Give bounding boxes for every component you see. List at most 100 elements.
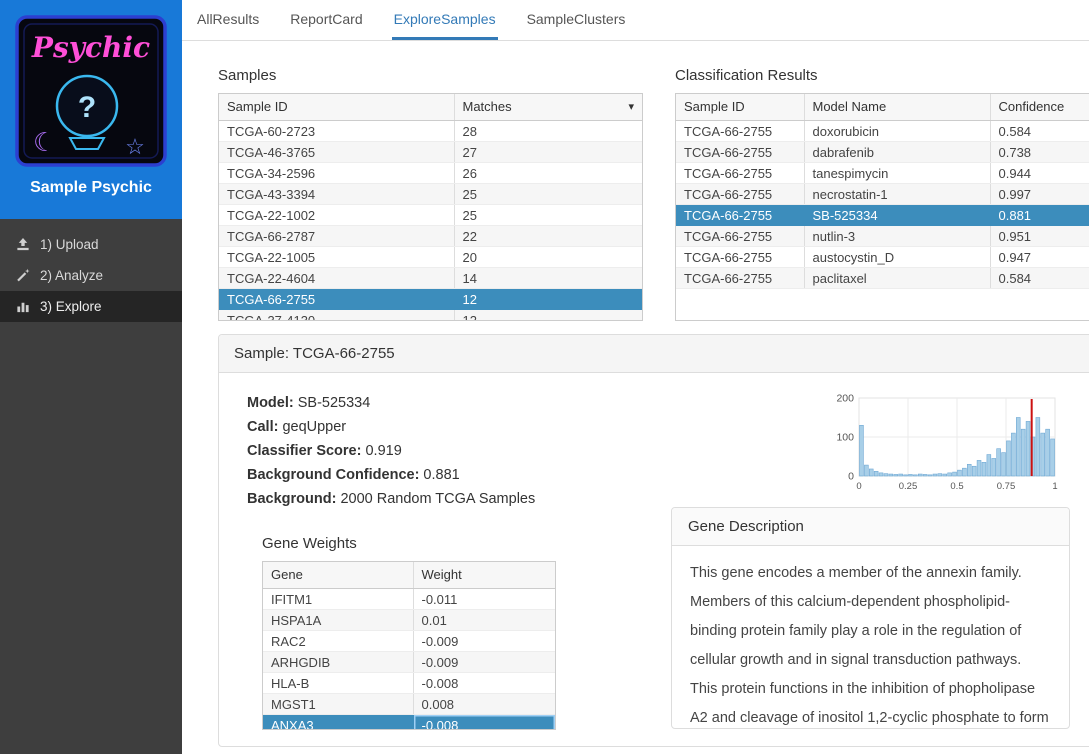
tab-allresults[interactable]: AllResults xyxy=(197,10,260,27)
top-row: Samples Sample ID Matches ▾ xyxy=(218,67,1089,321)
cell: 27 xyxy=(454,141,642,163)
magic-wand-icon xyxy=(15,268,31,283)
samples-col-matches[interactable]: Matches ▾ xyxy=(454,94,642,121)
svg-text:1: 1 xyxy=(1052,481,1057,492)
cell: TCGA-22-1005 xyxy=(219,246,455,268)
gene-weights-row[interactable]: MGST1 0.008 xyxy=(263,693,555,715)
cell: TCGA-66-2755 xyxy=(676,246,805,268)
gene-weights-row[interactable]: HSPA1A 0.01 xyxy=(263,609,555,631)
cell: 25 xyxy=(454,183,642,205)
gene-weights-table: Gene Weight IFITM1 -0.011 HSPA1A 0.01 RAC2 -0… xyxy=(262,561,556,730)
cell: 0.881 xyxy=(990,204,1089,226)
cell: 28 xyxy=(454,120,642,142)
star-icon: ☆ xyxy=(125,134,145,159)
samples-row[interactable]: TCGA-34-2596 26 xyxy=(219,162,642,184)
samples-row[interactable]: TCGA-37-4130 12 xyxy=(219,309,642,320)
cell: TCGA-66-2755 xyxy=(676,120,805,142)
cell: -0.009 xyxy=(413,651,555,673)
cell: TCGA-60-2723 xyxy=(219,120,455,142)
gene-weights-title: Gene Weights xyxy=(262,535,357,552)
samples-row[interactable]: TCGA-22-1002 25 xyxy=(219,204,642,226)
classification-row[interactable]: TCGA-66-2755 austocystin_D 0.947 xyxy=(676,246,1089,268)
detail-fields: Model: SB-525334 Call: geqUpper Classifier… xyxy=(247,391,651,511)
svg-text:0.5: 0.5 xyxy=(950,481,963,492)
samples-col-matches-label: Matches xyxy=(462,99,512,114)
sidebar-item-3-explore[interactable]: 3) Explore xyxy=(0,291,182,322)
classification-col-model-name[interactable]: Model Name xyxy=(804,94,991,121)
classification-row[interactable]: TCGA-66-2755 necrostatin-1 0.997 xyxy=(676,183,1089,205)
field-value: 0.881 xyxy=(419,467,460,483)
sidebar-item-2-analyze[interactable]: 2) Analyze xyxy=(0,260,182,291)
cell: TCGA-66-2755 xyxy=(676,183,805,205)
cell: dabrafenib xyxy=(804,141,991,163)
cell: TCGA-43-3394 xyxy=(219,183,455,205)
sample-detail-panel: Sample: TCGA-66-2755 Model: SB-525334 Cal… xyxy=(218,334,1089,747)
gene-description-title: Gene Description xyxy=(672,508,1069,546)
crystal-ball-stand-icon xyxy=(68,137,106,150)
cell: paclitaxel xyxy=(804,267,991,289)
detail-right-column: 0 100 200 0 0.25 0.5 0.75 1 Gene Description Th… xyxy=(651,391,1070,730)
classification-row[interactable]: TCGA-66-2755 dabrafenib 0.738 xyxy=(676,141,1089,163)
cell: TCGA-46-3765 xyxy=(219,141,455,163)
samples-row[interactable]: TCGA-66-2787 22 xyxy=(219,225,642,247)
classification-row[interactable]: TCGA-66-2755 paclitaxel 0.584 xyxy=(676,267,1089,289)
sidebar: Psychic ? ☾ ☆ Sample Psychic 1) Upload 2)… xyxy=(0,0,182,754)
samples-col-sample-id[interactable]: Sample ID xyxy=(219,94,455,121)
samples-row[interactable]: TCGA-46-3765 27 xyxy=(219,141,642,163)
gene-weights-row[interactable]: HLA-B -0.008 xyxy=(263,672,555,694)
samples-row[interactable]: TCGA-66-2755 12 xyxy=(219,288,642,310)
cell: nutlin-3 xyxy=(804,225,991,247)
cell: doxorubicin xyxy=(804,120,991,142)
cell: 0.008 xyxy=(413,693,555,715)
sidebar-item-label: 1) Upload xyxy=(40,237,99,252)
histogram-svg: 0 100 200 0 0.25 0.5 0.75 1 xyxy=(836,393,1057,493)
svg-text:0: 0 xyxy=(848,471,854,483)
gene-weights-row[interactable]: RAC2 -0.009 xyxy=(263,630,555,652)
cell: TCGA-66-2755 xyxy=(676,225,805,247)
cell: TCGA-66-2755 xyxy=(676,141,805,163)
cell: -0.011 xyxy=(413,588,555,610)
samples-row[interactable]: TCGA-60-2723 28 xyxy=(219,120,642,142)
classification-row[interactable]: TCGA-66-2755 tanespimycin 0.944 xyxy=(676,162,1089,184)
tab-exploresamples[interactable]: ExploreSamples xyxy=(391,0,498,40)
samples-title: Samples xyxy=(218,67,277,84)
field-label: Model: xyxy=(247,395,294,411)
detail-field: Background: 2000 Random TCGA Samples xyxy=(247,487,651,511)
cell: ARHGDIB xyxy=(263,651,414,673)
upload-icon xyxy=(15,237,31,252)
classification-table: Sample ID Model Name Confidence TCGA-66-… xyxy=(675,93,1089,321)
classification-col-confidence[interactable]: Confidence xyxy=(990,94,1089,121)
gene-weights-row[interactable]: IFITM1 -0.011 xyxy=(263,588,555,610)
tab-bar: AllResults ReportCard ExploreSamples Sample… xyxy=(182,0,1089,41)
cell: HSPA1A xyxy=(263,609,414,631)
svg-text:0.75: 0.75 xyxy=(997,481,1016,492)
classification-row[interactable]: TCGA-66-2755 nutlin-3 0.951 xyxy=(676,225,1089,247)
cell: SB-525334 xyxy=(804,204,991,226)
classification-col-sample-id[interactable]: Sample ID xyxy=(676,94,805,121)
gene-weights-row[interactable]: ARHGDIB -0.009 xyxy=(263,651,555,673)
samples-row[interactable]: TCGA-43-3394 25 xyxy=(219,183,642,205)
samples-row[interactable]: TCGA-22-4604 14 xyxy=(219,267,642,289)
svg-text:100: 100 xyxy=(836,432,854,444)
gene-description-text: This gene encodes a member of the annexi… xyxy=(690,565,1049,726)
cell: 0.584 xyxy=(990,267,1089,289)
cell: 0.944 xyxy=(990,162,1089,184)
cell: -0.008 xyxy=(413,714,555,729)
classification-row[interactable]: TCGA-66-2755 SB-525334 0.881 xyxy=(676,204,1089,226)
sort-caret-icon[interactable]: ▾ xyxy=(628,101,634,113)
svg-text:0: 0 xyxy=(856,481,861,492)
cell: austocystin_D xyxy=(804,246,991,268)
tab-sampleclusters[interactable]: SampleClusters xyxy=(526,10,626,27)
samples-row[interactable]: TCGA-22-1005 20 xyxy=(219,246,642,268)
cell: MGST1 xyxy=(263,693,414,715)
tab-reportcard[interactable]: ReportCard xyxy=(290,10,363,27)
sidebar-item-1-upload[interactable]: 1) Upload xyxy=(0,229,182,260)
sidebar-item-label: 2) Analyze xyxy=(40,268,104,283)
gene-weights-row[interactable]: ANXA3 -0.008 xyxy=(263,714,555,729)
classification-row[interactable]: TCGA-66-2755 doxorubicin 0.584 xyxy=(676,120,1089,142)
sample-detail-panel-title: Sample: TCGA-66-2755 xyxy=(219,335,1089,373)
cell: 0.951 xyxy=(990,225,1089,247)
cell: 0.738 xyxy=(990,141,1089,163)
field-label: Background: xyxy=(247,491,337,507)
cell: tanespimycin xyxy=(804,162,991,184)
